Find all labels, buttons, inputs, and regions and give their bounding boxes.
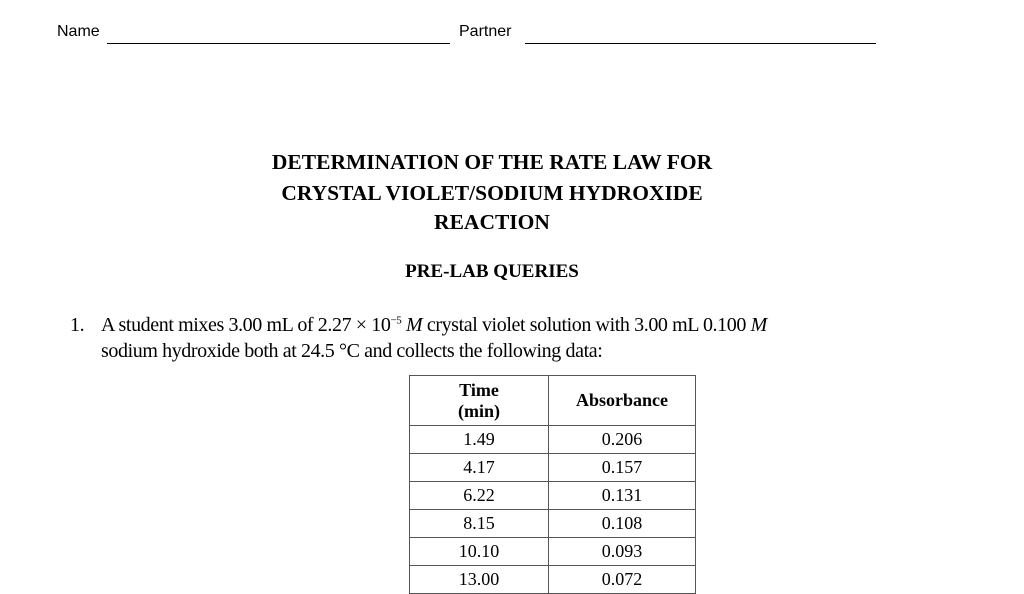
table-row: 10.10 0.093 <box>409 537 696 566</box>
molar-unit: M <box>401 314 423 336</box>
table-header-row: Time (min) Absorbance <box>409 375 696 426</box>
partner-label: Partner <box>459 23 512 40</box>
question-line-2: sodium hydroxide both at 24.5 °C and col… <box>101 340 603 362</box>
title-line-3: REACTION <box>434 210 550 234</box>
molar-unit: M <box>750 314 768 336</box>
name-label: Name <box>57 23 100 40</box>
time-cell: 1.49 <box>409 425 549 454</box>
question-number: 1. <box>70 314 85 336</box>
header-time-text: Time <box>459 379 499 400</box>
absorbance-cell: 0.072 <box>548 565 696 594</box>
name-field[interactable] <box>107 43 450 44</box>
partner-field[interactable] <box>525 43 876 44</box>
table-row: 13.00 0.072 <box>409 565 696 594</box>
absorbance-cell: 0.157 <box>548 453 696 482</box>
section-heading: PRE-LAB QUERIES <box>405 261 579 282</box>
time-cell: 6.22 <box>409 481 549 510</box>
exponent: −5 <box>390 314 402 327</box>
time-cell: 13.00 <box>409 565 549 594</box>
absorbance-cell: 0.131 <box>548 481 696 510</box>
title-line-1: DETERMINATION OF THE RATE LAW FOR <box>271 150 713 174</box>
question-text: crystal violet solution with 3.00 mL 0.1… <box>422 314 751 336</box>
question-text: A student mixes 3.00 mL of 2.27 × 10 <box>101 314 391 336</box>
data-table: Time (min) Absorbance 1.49 0.206 4.17 0.157… <box>409 375 696 594</box>
header-time-unit: (min) <box>458 400 500 421</box>
header-time: Time (min) <box>409 375 549 426</box>
table-row: 1.49 0.206 <box>409 425 696 454</box>
absorbance-cell: 0.093 <box>548 537 696 566</box>
table-row: 4.17 0.157 <box>409 453 696 482</box>
header-absorbance: Absorbance <box>548 375 696 426</box>
time-cell: 8.15 <box>409 509 549 538</box>
question-line-1: A student mixes 3.00 mL of 2.27 × 10−5 M… <box>101 314 767 337</box>
table-row: 8.15 0.108 <box>409 509 696 538</box>
title-line-2: CRYSTAL VIOLET/SODIUM HYDROXIDE <box>281 181 703 205</box>
table-row: 6.22 0.131 <box>409 481 696 510</box>
absorbance-cell: 0.108 <box>548 509 696 538</box>
time-cell: 10.10 <box>409 537 549 566</box>
time-cell: 4.17 <box>409 453 549 482</box>
absorbance-cell: 0.206 <box>548 425 696 454</box>
